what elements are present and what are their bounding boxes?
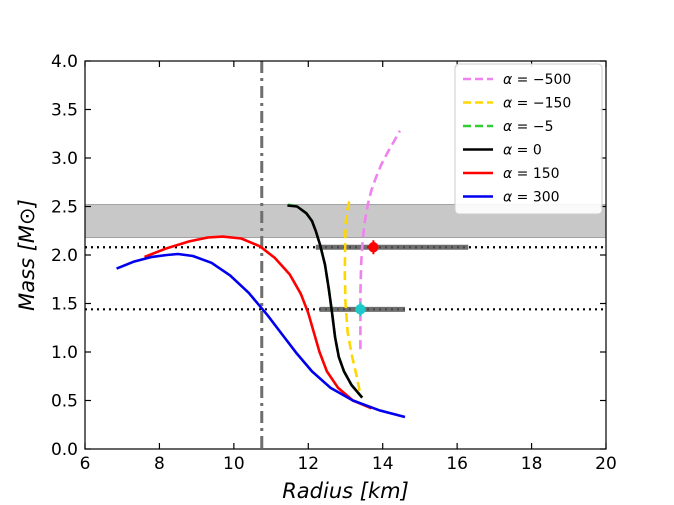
y-tick-label: 2.0 <box>51 246 78 266</box>
x-axis-label: Radius [km] <box>282 479 409 503</box>
legend-alpha: α <box>503 166 513 182</box>
y-tick-label: 3.0 <box>51 149 78 169</box>
legend-alpha: α <box>503 119 513 135</box>
series-line-1 <box>359 130 401 350</box>
legend-label-1: α = −500 <box>503 72 571 88</box>
series-line-5 <box>144 235 373 410</box>
series-line-4 <box>287 204 364 399</box>
y-tick-label: 1.0 <box>51 343 78 363</box>
series-line-2 <box>343 196 361 392</box>
x-tick-label: 8 <box>154 454 165 474</box>
legend-alpha: α <box>503 190 513 206</box>
legend-alpha: α <box>503 143 513 159</box>
y-tick-label: 3.5 <box>51 101 78 121</box>
y-axis-label: Mass [M⊙] <box>15 199 39 311</box>
y-tick-label: 2.5 <box>51 198 78 218</box>
legend-alpha: α <box>503 96 513 112</box>
legend-label-2: α = −150 <box>503 96 571 112</box>
x-tick-label: 12 <box>297 454 319 474</box>
y-tick-label: 1.5 <box>51 295 78 315</box>
legend-value: = −150 <box>512 96 571 112</box>
legend-label-4: α = 0 <box>503 143 542 159</box>
legend-label-6: α = 300 <box>503 190 560 206</box>
y-tick-label: 0.0 <box>51 440 78 460</box>
x-tick-label: 10 <box>223 454 245 474</box>
x-tick-label: 16 <box>446 454 468 474</box>
legend-value: = 150 <box>512 166 559 182</box>
x-tick-label: 18 <box>521 454 543 474</box>
y-tick-label: 0.5 <box>51 392 78 412</box>
legend-label-3: α = −5 <box>503 119 554 135</box>
legend-value: = −5 <box>512 119 553 135</box>
legend-label-5: α = 150 <box>503 166 560 182</box>
legend-value: = 0 <box>512 143 542 159</box>
x-tick-label: 14 <box>372 454 394 474</box>
legend-alpha: α <box>503 72 513 88</box>
legend-value: = −500 <box>512 72 571 88</box>
x-tick-label: 20 <box>595 454 617 474</box>
legend-value: = 300 <box>512 190 559 206</box>
x-tick-label: 6 <box>80 454 91 474</box>
y-tick-label: 4.0 <box>51 52 78 72</box>
series-line-6 <box>116 252 406 419</box>
